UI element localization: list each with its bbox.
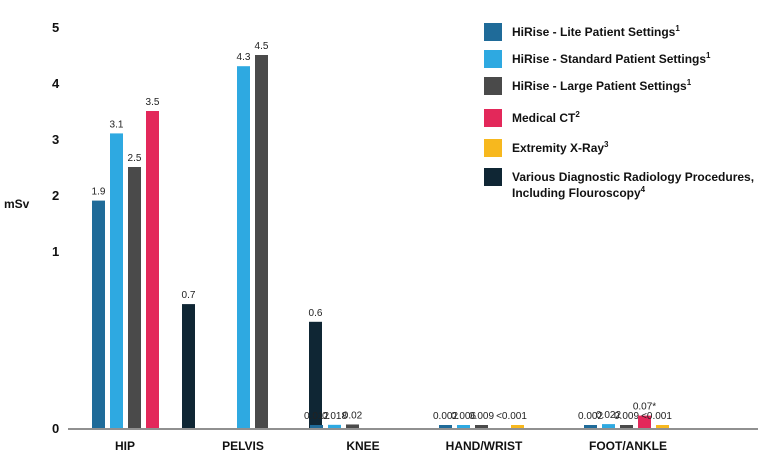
x-category-label: HAND/WRIST (446, 439, 523, 453)
y-tick-label: 0 (52, 421, 59, 436)
legend-swatch (484, 168, 502, 186)
y-tick-label: 4 (52, 76, 60, 91)
x-category-label: PELVIS (222, 439, 264, 453)
bar (255, 55, 268, 428)
legend-swatch (484, 139, 502, 157)
bar-value-label: 3.1 (110, 119, 124, 130)
bar-value-label: 3.5 (146, 97, 160, 108)
legend-label-line2: Including Flouroscopy4 (512, 185, 646, 200)
bar-value-label: 0.7 (182, 290, 196, 301)
bar (620, 425, 633, 428)
bar (638, 415, 651, 428)
bar (310, 425, 323, 428)
bar (92, 200, 105, 428)
legend-label: Extremity X-Ray3 (512, 140, 609, 155)
bar-value-label: 4.3 (237, 52, 251, 63)
bar-group-pelvis: 4.3 4.5 0.6 (237, 41, 323, 428)
y-tick-label: 2 (52, 188, 59, 203)
bar-value-label: 0.018 (322, 411, 347, 422)
y-tick-label: 3 (52, 132, 59, 147)
legend-label: HiRise - Large Patient Settings1 (512, 78, 692, 93)
legend-label: HiRise - Standard Patient Settings1 (512, 51, 711, 66)
bar-value-label: 0.6 (309, 308, 323, 319)
bar (656, 425, 669, 428)
bar (511, 425, 524, 428)
bar-value-label: 0.02 (343, 410, 363, 421)
bar (237, 66, 250, 428)
bar-value-label: 2.5 (128, 153, 142, 164)
legend-swatch (484, 23, 502, 41)
x-category-label: FOOT/ANKLE (589, 439, 667, 453)
bar-value-label: 0.009 (614, 411, 639, 422)
bar (110, 133, 123, 428)
bar (309, 321, 322, 428)
bar-value-label: 1.9 (92, 187, 106, 198)
bar-value-label: <0.001 (496, 411, 527, 422)
bar-value-label: 0.006 (451, 411, 476, 422)
y-tick-label: 5 (52, 20, 59, 35)
bar-value-label: 0.002 (578, 411, 603, 422)
bar-value-label: <0.001 (641, 411, 672, 422)
y-tick-label: 1 (52, 244, 59, 259)
legend-label: HiRise - Lite Patient Settings1 (512, 24, 680, 39)
bar (146, 111, 159, 428)
bar (182, 304, 195, 428)
legend-label: Medical CT2 (512, 110, 580, 125)
bar (128, 167, 141, 428)
bar (475, 425, 488, 428)
bar-value-label: 0.022 (596, 410, 621, 421)
bar (457, 425, 470, 428)
legend-label: Various Diagnostic Radiology Procedures, (512, 170, 754, 184)
bar-value-label: 0.012 (304, 411, 329, 422)
legend-swatch (484, 77, 502, 95)
bar (584, 425, 597, 428)
bar-value-label: 0.07* (633, 402, 656, 413)
legend-swatch (484, 50, 502, 68)
legend: HiRise - Lite Patient Settings1 HiRise - … (484, 23, 754, 200)
x-category-label: HIP (115, 439, 135, 453)
legend-swatch (484, 109, 502, 127)
bar-value-label: 4.5 (255, 41, 269, 52)
bar (439, 425, 452, 428)
bar-group-hip: 1.9 3.1 2.5 3.5 0.7 (92, 97, 196, 428)
y-axis-label: mSv (4, 197, 30, 211)
bar-value-label: 0.002 (433, 411, 458, 422)
bar (602, 424, 615, 428)
x-category-label: KNEE (346, 439, 379, 453)
bar (328, 424, 341, 428)
bar (346, 424, 359, 428)
bar-value-label: 0.009 (469, 411, 494, 422)
